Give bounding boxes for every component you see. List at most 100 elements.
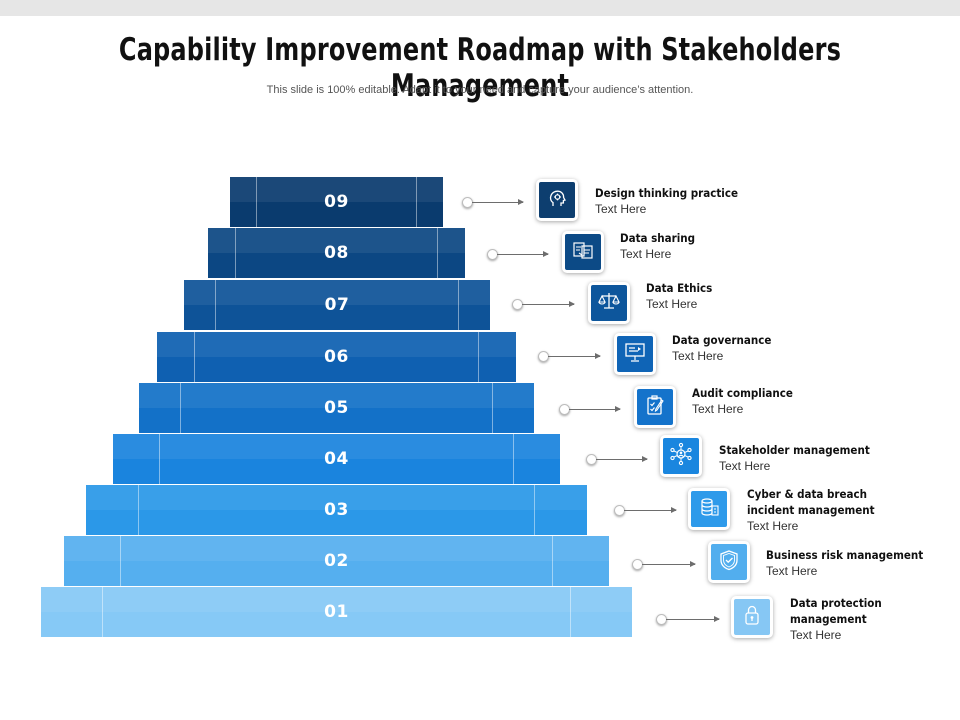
step-number: 09 xyxy=(324,192,349,212)
step-label: Audit compliance Text Here xyxy=(692,385,793,417)
connector-arrow xyxy=(569,406,621,412)
step-text: Text Here xyxy=(595,202,647,216)
step-heading: Design thinking practice xyxy=(595,186,738,200)
step-number: 06 xyxy=(324,347,349,367)
connector-arrow xyxy=(548,353,601,359)
step-number: 04 xyxy=(324,449,349,469)
step-divider xyxy=(180,383,181,433)
step-label: Business risk management Text Here xyxy=(766,547,923,579)
clipboard-check-icon xyxy=(643,393,667,422)
connector-arrow xyxy=(522,301,575,307)
step-divider xyxy=(194,332,195,382)
step-sheen xyxy=(113,434,560,459)
step-heading: Data governance xyxy=(672,333,772,347)
step-heading: Stakeholder management xyxy=(719,443,870,457)
step-sheen xyxy=(139,383,534,408)
slide-title: Capability Improvement Roadmap with Stak… xyxy=(118,32,842,104)
step-text: Text Here xyxy=(766,564,818,578)
roadmap-step-09: 09 xyxy=(230,177,443,227)
step-number: 05 xyxy=(324,398,349,418)
roadmap-step-08: 08 xyxy=(208,228,465,278)
step-label: Data sharing Text Here xyxy=(620,230,695,262)
board-icon xyxy=(623,340,647,369)
top-bar xyxy=(0,0,960,16)
step-label: Design thinking practice Text Here xyxy=(595,185,738,217)
step-number: 08 xyxy=(324,243,349,263)
step-icon-box xyxy=(688,488,730,530)
step-number: 03 xyxy=(324,500,349,520)
slide-subtitle: This slide is 100% editable. Adapt it to… xyxy=(266,84,694,96)
connector-arrow xyxy=(624,507,677,513)
step-divider xyxy=(416,177,417,227)
connector-arrow xyxy=(666,616,720,622)
step-text: Text Here xyxy=(790,628,842,642)
step-sheen xyxy=(157,332,516,357)
step-number: 01 xyxy=(324,602,349,622)
step-divider xyxy=(513,434,514,484)
step-text: Text Here xyxy=(719,459,771,473)
step-label: Data governance Text Here xyxy=(672,332,771,364)
step-divider xyxy=(102,587,103,637)
step-divider xyxy=(159,434,160,484)
step-text: Text Here xyxy=(692,402,744,416)
lock-icon xyxy=(740,603,764,632)
step-number: 07 xyxy=(324,295,350,315)
roadmap-step-01: 01 xyxy=(41,587,632,637)
step-divider xyxy=(534,485,535,535)
connector-arrow xyxy=(642,561,696,567)
step-divider xyxy=(235,228,236,278)
connector-arrow xyxy=(596,456,648,462)
step-divider xyxy=(552,536,553,586)
step-icon-box xyxy=(562,231,604,273)
step-heading: Business risk management xyxy=(766,548,924,562)
roadmap-step-02: 02 xyxy=(64,536,609,586)
step-number: 02 xyxy=(324,551,349,571)
step-sheen xyxy=(86,485,587,510)
roadmap-step-04: 04 xyxy=(113,434,560,484)
step-label: Data Ethics Text Here xyxy=(646,280,712,312)
step-divider xyxy=(138,485,139,535)
step-divider xyxy=(256,177,257,227)
step-text: Text Here xyxy=(620,247,672,261)
step-heading: Data sharing xyxy=(620,231,696,245)
shield-check-icon xyxy=(717,548,741,577)
step-icon-box xyxy=(708,541,750,583)
roadmap-step-05: 05 xyxy=(139,383,534,433)
step-heading: Data protection management xyxy=(790,596,882,626)
roadmap-step-07: 07 xyxy=(184,280,490,330)
step-divider xyxy=(458,280,459,330)
connector-arrow xyxy=(497,251,549,257)
step-divider xyxy=(478,332,479,382)
roadmap-step-06: 06 xyxy=(157,332,516,382)
step-label: Data protection management Text Here xyxy=(790,595,882,643)
step-text: Text Here xyxy=(747,519,799,533)
step-heading: Data Ethics xyxy=(646,281,713,295)
data-sharing-icon xyxy=(571,238,595,267)
step-icon-box xyxy=(731,596,773,638)
step-heading: Cyber & data breach incident management xyxy=(747,487,875,517)
step-divider xyxy=(492,383,493,433)
step-heading: Audit compliance xyxy=(692,386,793,400)
roadmap-step-03: 03 xyxy=(86,485,587,535)
step-divider xyxy=(437,228,438,278)
step-label: Cyber & data breach incident management T… xyxy=(747,486,875,534)
scale-icon xyxy=(597,289,621,318)
step-divider xyxy=(120,536,121,586)
step-divider xyxy=(215,280,216,330)
step-sheen xyxy=(208,228,465,253)
step-icon-box xyxy=(588,282,630,324)
head-gear-icon xyxy=(545,186,569,215)
step-icon-box xyxy=(614,333,656,375)
step-sheen xyxy=(41,587,632,612)
network-people-icon xyxy=(669,442,693,471)
step-text: Text Here xyxy=(672,349,724,363)
step-sheen xyxy=(230,177,443,202)
step-divider xyxy=(570,587,571,637)
step-sheen xyxy=(184,280,490,305)
step-sheen xyxy=(64,536,609,561)
connector-arrow xyxy=(472,199,524,205)
step-label: Stakeholder management Text Here xyxy=(719,442,870,474)
database-icon xyxy=(697,495,721,524)
step-text: Text Here xyxy=(646,297,698,311)
step-icon-box xyxy=(634,386,676,428)
